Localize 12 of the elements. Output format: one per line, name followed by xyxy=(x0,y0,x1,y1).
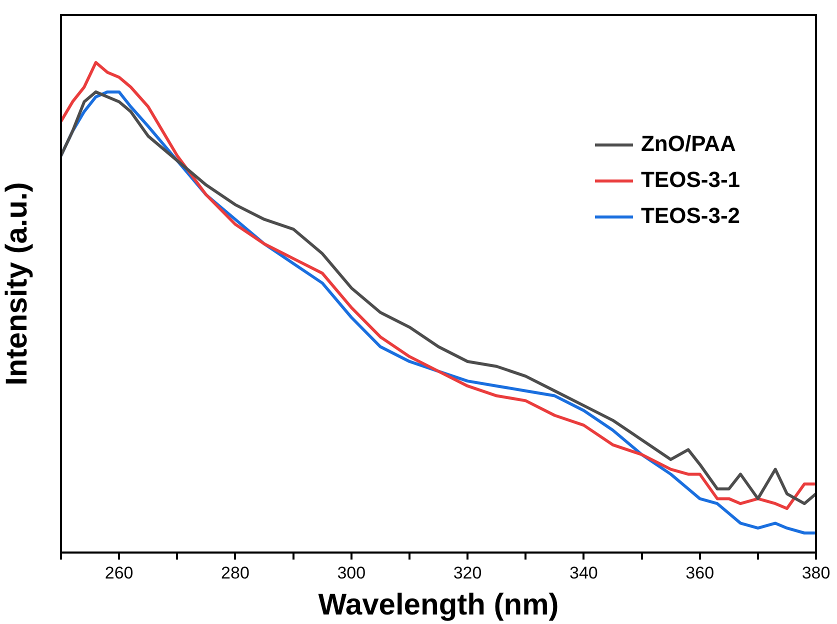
x-tick-label: 360 xyxy=(686,563,714,582)
x-tick-label: 320 xyxy=(453,563,482,582)
x-tick-label: 280 xyxy=(221,563,250,582)
x-tick-label: 260 xyxy=(104,563,134,582)
legend-label: TEOS-3-1 xyxy=(640,167,740,192)
x-tick-label: 300 xyxy=(337,563,366,582)
x-tick-label: 380 xyxy=(802,563,830,582)
legend-label: TEOS-3-2 xyxy=(640,203,740,228)
legend-label: ZnO/PAA xyxy=(640,131,736,156)
y-axis-title: Intensity (a.u.) xyxy=(0,182,34,386)
x-tick-label: 340 xyxy=(570,563,598,582)
x-axis-title: Wavelength (nm) xyxy=(318,588,559,622)
